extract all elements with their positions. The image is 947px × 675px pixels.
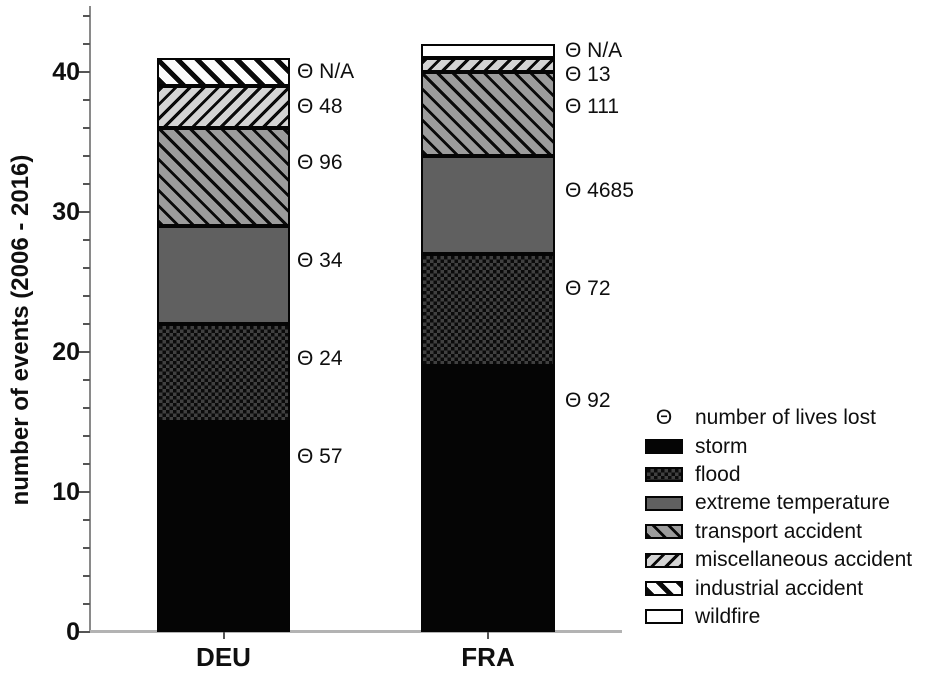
legend-item-wildfire: wildfire bbox=[645, 603, 912, 631]
lives-lost-annotation-extreme-FRA: Θ 4685 bbox=[565, 179, 634, 202]
bar-segment-storm-FRA bbox=[421, 366, 555, 632]
lives-lost-annotation-storm-DEU: Θ 57 bbox=[297, 445, 343, 468]
lives-lost-annotation-transport-FRA: Θ 111 bbox=[565, 95, 620, 118]
legend-swatch-extreme bbox=[645, 495, 683, 511]
y-minor-tick bbox=[83, 239, 90, 241]
y-minor-tick bbox=[83, 547, 90, 549]
lives-lost-annotation-wildfire-FRA: Θ N/A bbox=[565, 39, 623, 62]
y-minor-tick bbox=[83, 379, 90, 381]
legend-item-industrial: industrial accident bbox=[645, 574, 912, 602]
y-minor-tick bbox=[83, 15, 90, 17]
y-minor-tick bbox=[83, 99, 90, 101]
legend-item-label: storm bbox=[695, 434, 748, 458]
bar-segment-transport-FRA bbox=[421, 72, 555, 156]
legend-header: Θ number of lives lost bbox=[645, 404, 912, 432]
lives-lost-annotation-misc-DEU: Θ 48 bbox=[297, 95, 343, 118]
legend-header-label: number of lives lost bbox=[695, 406, 876, 430]
y-minor-tick bbox=[83, 519, 90, 521]
legend-item-label: flood bbox=[695, 462, 741, 486]
legend-item-extreme: extreme temperature bbox=[645, 489, 912, 517]
legend-item-storm: storm bbox=[645, 432, 912, 460]
bar-segment-flood-FRA bbox=[421, 254, 555, 366]
theta-icon: Θ bbox=[655, 406, 673, 430]
legend-swatch-flood bbox=[645, 467, 683, 483]
x-axis-label-DEU: DEU bbox=[196, 642, 251, 672]
y-minor-tick bbox=[83, 463, 90, 465]
y-minor-tick bbox=[83, 155, 90, 157]
legend-item-label: transport accident bbox=[695, 519, 862, 543]
legend-item-misc: miscellaneous accident bbox=[645, 546, 912, 574]
bar-segment-extreme-DEU bbox=[157, 226, 290, 324]
bar-segment-transport-DEU bbox=[157, 128, 290, 226]
legend-item-label: industrial accident bbox=[695, 576, 864, 600]
x-tick bbox=[487, 632, 489, 639]
y-minor-tick bbox=[83, 575, 90, 577]
lives-lost-annotation-extreme-DEU: Θ 34 bbox=[297, 249, 343, 272]
x-axis-label-FRA: FRA bbox=[461, 642, 515, 672]
x-axis bbox=[90, 630, 622, 633]
lives-lost-annotation-industrial-DEU: Θ N/A bbox=[297, 60, 355, 83]
legend-swatch-industrial bbox=[645, 581, 683, 597]
lives-lost-annotation-flood-DEU: Θ 24 bbox=[297, 347, 343, 370]
y-major-tick bbox=[79, 351, 90, 353]
y-minor-tick bbox=[83, 323, 90, 325]
y-minor-tick bbox=[83, 43, 90, 45]
bar-segment-industrial-DEU bbox=[157, 58, 290, 86]
y-tick-label: 20 bbox=[52, 338, 80, 366]
y-major-tick bbox=[79, 211, 90, 213]
y-axis bbox=[89, 6, 91, 633]
y-tick-label: 0 bbox=[66, 618, 80, 646]
y-minor-tick bbox=[83, 407, 90, 409]
legend-item-label: miscellaneous accident bbox=[695, 548, 913, 572]
y-minor-tick bbox=[83, 295, 90, 297]
y-tick-label: 40 bbox=[52, 58, 80, 86]
y-minor-tick bbox=[83, 127, 90, 129]
legend: Θ number of lives lost storm flood extreme… bbox=[645, 404, 912, 631]
legend-item-label: extreme temperature bbox=[695, 491, 890, 515]
bar-segment-wildfire-FRA bbox=[421, 44, 555, 58]
y-minor-tick bbox=[83, 603, 90, 605]
y-major-tick bbox=[79, 631, 90, 633]
legend-swatch-wildfire bbox=[645, 609, 683, 625]
lives-lost-annotation-transport-DEU: Θ 96 bbox=[297, 151, 343, 174]
y-minor-tick bbox=[83, 435, 90, 437]
y-minor-tick bbox=[83, 183, 90, 185]
bar-segment-flood-DEU bbox=[157, 324, 290, 422]
bar-segment-storm-DEU bbox=[157, 422, 290, 632]
legend-swatch-storm bbox=[645, 439, 683, 455]
y-minor-tick bbox=[83, 267, 90, 269]
lives-lost-annotation-storm-FRA: Θ 92 bbox=[565, 389, 611, 412]
y-tick-label: 30 bbox=[52, 198, 80, 226]
legend-item-transport: transport accident bbox=[645, 518, 912, 546]
legend-item-flood: flood bbox=[645, 461, 912, 489]
lives-lost-annotation-flood-FRA: Θ 72 bbox=[565, 277, 611, 300]
lives-lost-annotation-misc-FRA: Θ 13 bbox=[565, 63, 611, 86]
y-tick-label: 10 bbox=[52, 478, 80, 506]
x-tick bbox=[222, 632, 225, 639]
legend-item-label: wildfire bbox=[695, 604, 761, 628]
bar-segment-misc-DEU bbox=[157, 86, 290, 128]
bar-segment-misc-FRA bbox=[421, 58, 555, 72]
y-major-tick bbox=[79, 71, 90, 73]
y-major-tick bbox=[79, 491, 90, 493]
legend-swatch-transport bbox=[645, 524, 683, 540]
legend-swatch-misc bbox=[645, 552, 683, 568]
bar-segment-extreme-FRA bbox=[421, 156, 555, 254]
